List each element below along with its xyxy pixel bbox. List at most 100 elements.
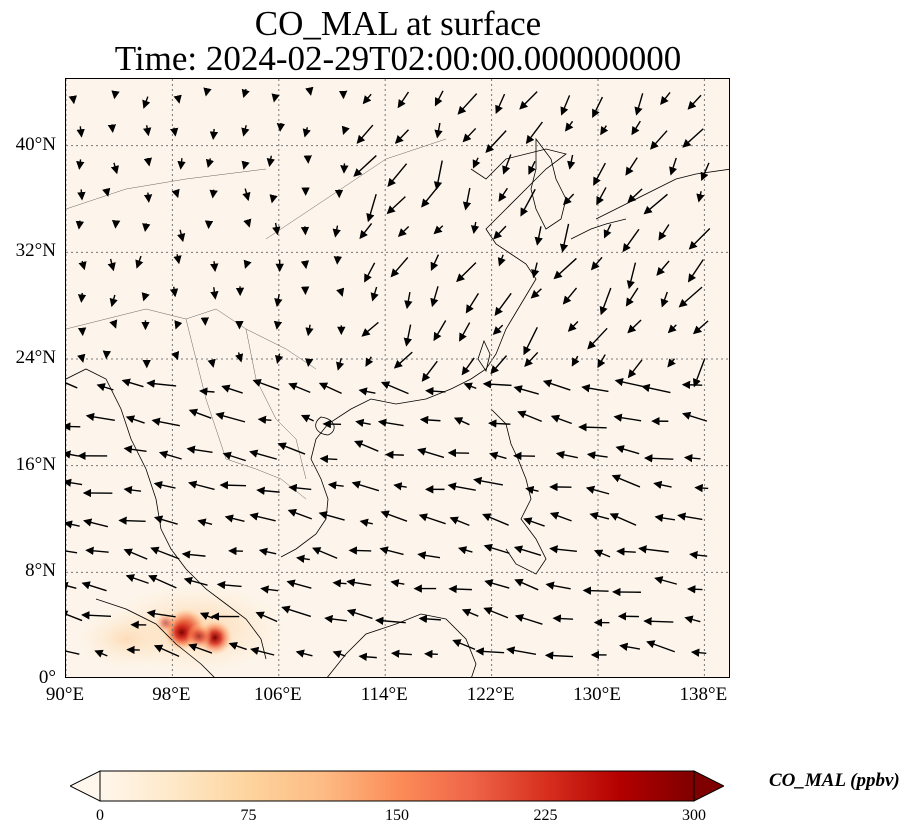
wind-arrow xyxy=(459,322,471,342)
wind-arrow xyxy=(109,294,118,308)
wind-arrow xyxy=(654,576,677,585)
map-panel xyxy=(65,78,730,678)
wind-arrow xyxy=(241,125,250,137)
lon-tick-label: 90°E xyxy=(45,684,85,705)
wind-arrow xyxy=(143,157,152,167)
wind-arrow xyxy=(434,90,444,107)
wind-arrow xyxy=(186,445,213,454)
wind-arrow xyxy=(287,508,313,520)
wind-arrow xyxy=(465,292,480,314)
wind-arrow xyxy=(66,382,78,389)
wind-arrow xyxy=(275,353,284,364)
wind-arrow xyxy=(170,127,179,137)
wind-arrow xyxy=(143,192,153,203)
wind-arrow xyxy=(209,189,218,199)
lon-tick-label: 130°E xyxy=(573,684,621,705)
lat-tick-label: 32°N xyxy=(15,240,56,262)
wind-arrow xyxy=(424,649,438,659)
wind-arrow xyxy=(258,547,277,556)
wind-arrow xyxy=(485,130,507,154)
wind-arrow xyxy=(482,513,509,526)
lat-tick-label: 40°N xyxy=(15,133,56,155)
wind-arrow xyxy=(296,554,310,563)
wind-arrow xyxy=(625,157,638,176)
wind-arrow xyxy=(456,262,477,283)
wind-arrow xyxy=(177,158,186,170)
wind-arrow xyxy=(94,649,108,658)
wind-arrow xyxy=(332,225,341,238)
wind-arrow xyxy=(358,652,377,662)
wind-arrow xyxy=(669,157,678,176)
wind-arrow xyxy=(559,223,570,253)
wind-arrow xyxy=(609,513,637,526)
colorbar-tick-label: 225 xyxy=(533,807,558,824)
wind-arrow xyxy=(592,96,604,118)
wind-arrow xyxy=(173,254,182,265)
wind-arrow xyxy=(457,546,473,555)
wind-arrow xyxy=(319,454,338,464)
wind-arrow xyxy=(109,319,118,329)
wind-arrow xyxy=(188,643,213,654)
wind-arrow xyxy=(241,160,250,170)
wind-arrow xyxy=(252,378,280,391)
wind-arrow xyxy=(224,514,245,523)
wind-arrow xyxy=(351,480,380,492)
wind-arrow xyxy=(677,512,703,521)
wind-arrow xyxy=(646,640,675,653)
wind-arrow xyxy=(222,451,246,462)
wind-arrow xyxy=(419,415,441,425)
wind-arrow xyxy=(118,516,146,525)
wind-arrow xyxy=(76,126,85,138)
wind-arrow xyxy=(76,159,85,170)
wind-arrow xyxy=(545,581,571,590)
wind-arrow xyxy=(600,125,609,136)
wind-arrow xyxy=(483,607,509,619)
wind-arrow xyxy=(688,227,711,250)
wind-arrow xyxy=(77,353,86,363)
colorbar xyxy=(70,770,724,802)
wind-arrow xyxy=(83,518,109,528)
wind-arrow xyxy=(567,321,579,332)
wind-arrow xyxy=(354,440,379,452)
wind-arrow xyxy=(81,581,107,592)
wind-arrow xyxy=(216,580,242,590)
wind-arrow xyxy=(667,324,677,334)
country-borders xyxy=(66,138,447,500)
wind-arrow xyxy=(430,254,440,271)
wind-arrow xyxy=(530,288,542,299)
wind-arrow xyxy=(457,93,478,115)
wind-arrow xyxy=(379,546,404,556)
wind-arrow xyxy=(210,261,219,273)
wind-arrow xyxy=(257,415,272,425)
wind-arrow xyxy=(260,585,279,594)
wind-arrow xyxy=(687,94,702,110)
colorbar-tick-label: 75 xyxy=(240,807,257,824)
lat-tick-label: 16°N xyxy=(15,453,56,475)
wind-arrow xyxy=(593,549,611,558)
wind-arrow xyxy=(205,158,215,169)
wind-arrow xyxy=(188,408,212,419)
wind-arrow xyxy=(142,96,151,109)
wind-arrow xyxy=(235,352,244,363)
wind-arrow xyxy=(385,450,404,459)
wind-vectors xyxy=(66,86,711,662)
wind-arrow xyxy=(641,383,671,394)
wind-arrow xyxy=(241,88,250,99)
wind-arrow xyxy=(333,256,343,265)
wind-arrow xyxy=(107,124,117,133)
wind-arrow xyxy=(656,260,670,276)
wind-arrow xyxy=(66,581,77,590)
wind-arrow xyxy=(475,647,505,656)
wind-arrow xyxy=(305,324,314,337)
wind-arrow xyxy=(461,357,475,376)
wind-arrow xyxy=(77,327,87,337)
wind-arrow xyxy=(611,474,641,488)
wind-arrow xyxy=(348,546,372,555)
wind-arrow xyxy=(111,90,120,100)
wind-arrow xyxy=(273,320,283,330)
wind-arrow xyxy=(221,384,243,394)
wind-arrow xyxy=(506,646,537,656)
lon-tick-label: 98°E xyxy=(152,684,191,705)
wind-arrow xyxy=(564,120,574,132)
wind-arrow xyxy=(209,128,219,141)
